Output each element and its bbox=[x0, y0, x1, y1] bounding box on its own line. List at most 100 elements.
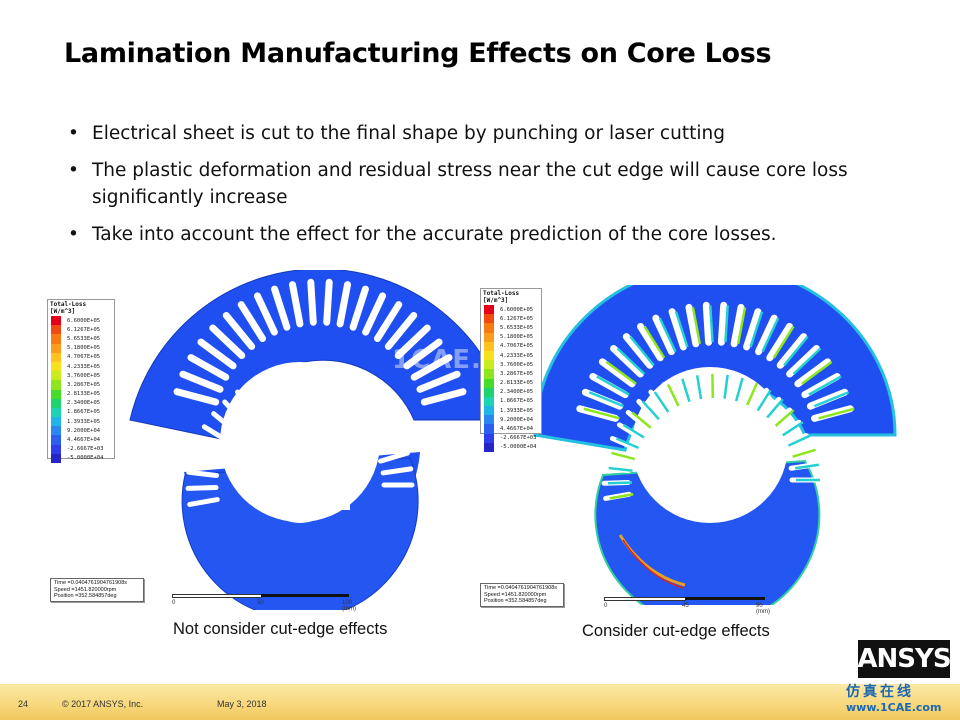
legend-value: -5.0000E+04 bbox=[500, 444, 537, 451]
legend-value: 4.4667E+04 bbox=[500, 426, 534, 433]
slot bbox=[730, 303, 745, 348]
legend-swatch bbox=[484, 415, 494, 425]
slot-edge bbox=[588, 391, 625, 408]
footer-bar bbox=[0, 684, 960, 720]
legend-row: 9.2000E+04 bbox=[481, 415, 541, 425]
slot bbox=[636, 398, 658, 422]
legend-row: 5.1800E+05 bbox=[481, 332, 541, 342]
slot-edge bbox=[801, 360, 833, 385]
legend-value: 2.3400E+05 bbox=[67, 400, 101, 407]
slot bbox=[702, 301, 713, 346]
legend-value: 6.6000E+05 bbox=[67, 317, 101, 324]
slot-edge bbox=[782, 421, 804, 437]
legend-value: 1.8667E+05 bbox=[500, 398, 534, 405]
slot bbox=[616, 422, 643, 440]
slot bbox=[380, 466, 414, 476]
slot bbox=[668, 308, 687, 351]
legend-row: 3.7600E+05 bbox=[48, 371, 114, 381]
legend-row: 4.7067E+05 bbox=[48, 352, 114, 362]
legend-value: 4.7067E+05 bbox=[67, 354, 101, 361]
slot-edge bbox=[723, 374, 729, 399]
slot-edge bbox=[615, 437, 640, 450]
slot bbox=[589, 373, 629, 399]
slot-edge bbox=[643, 325, 666, 359]
slot bbox=[360, 408, 387, 433]
slot bbox=[187, 354, 230, 381]
slot bbox=[755, 314, 778, 356]
footer-watermark-url: www.1CAE.com bbox=[846, 701, 942, 714]
slot bbox=[185, 485, 219, 491]
legend-swatch bbox=[51, 398, 61, 408]
slot bbox=[264, 375, 278, 408]
slot bbox=[362, 292, 387, 336]
slot bbox=[237, 301, 267, 343]
legend-row: 5.6533E+05 bbox=[481, 323, 541, 333]
slot bbox=[186, 469, 220, 478]
legend-row: 1.8667E+05 bbox=[48, 407, 114, 418]
slot-edge bbox=[583, 407, 620, 420]
legend-swatch bbox=[51, 426, 61, 436]
slot bbox=[598, 358, 636, 388]
slot bbox=[786, 345, 820, 378]
slot bbox=[394, 324, 431, 360]
slot-edge bbox=[772, 325, 795, 359]
right-scale-bar: 0 45 90 (mm) bbox=[604, 597, 774, 615]
right-motor-core-loss-plot bbox=[533, 285, 897, 605]
legend-swatch bbox=[51, 417, 61, 427]
slot-edge bbox=[605, 360, 637, 385]
slot-edge bbox=[808, 375, 842, 396]
slot bbox=[222, 311, 256, 350]
legend-swatch bbox=[484, 350, 494, 361]
legend-value: 3.7600E+05 bbox=[500, 361, 534, 368]
legend-value: 6.1267E+05 bbox=[500, 315, 534, 322]
left-info-box: Time =0.0404761904761908s Speed =1451.82… bbox=[50, 578, 144, 602]
legend-row: -5.0000E+04 bbox=[48, 453, 114, 463]
legend-swatch bbox=[484, 424, 494, 434]
slot bbox=[307, 278, 317, 326]
legend-row: 5.1800E+05 bbox=[48, 343, 114, 353]
slot bbox=[610, 345, 644, 378]
slot bbox=[675, 376, 688, 405]
slot bbox=[235, 389, 256, 418]
legend-swatch bbox=[484, 305, 494, 315]
legend-value: 5.6533E+05 bbox=[500, 324, 534, 331]
slot-edge bbox=[674, 311, 689, 348]
slide-title: Lamination Manufacturing Effects on Core… bbox=[64, 38, 772, 69]
slot bbox=[384, 311, 418, 350]
legend-value: 4.4667E+04 bbox=[67, 437, 101, 444]
slot-edge bbox=[709, 305, 714, 343]
slot-edge bbox=[756, 389, 772, 412]
slot bbox=[194, 438, 226, 455]
slide-date: May 3, 2018 bbox=[217, 699, 267, 709]
legend-row: 3.7600E+05 bbox=[481, 360, 541, 370]
legend-value: 6.1267E+05 bbox=[67, 326, 101, 333]
legend-value: 5.1800E+05 bbox=[67, 345, 101, 352]
slot bbox=[776, 333, 808, 369]
legend-swatch bbox=[51, 343, 61, 353]
slot bbox=[271, 285, 291, 331]
slot-edge bbox=[641, 400, 660, 421]
legend-row: 1.3933E+05 bbox=[481, 406, 541, 416]
legend-row: 4.4667E+04 bbox=[48, 435, 114, 445]
legend-swatch bbox=[51, 380, 61, 390]
rotor-slots bbox=[185, 370, 415, 507]
legend-row: 6.6000E+05 bbox=[48, 316, 114, 326]
slot bbox=[173, 388, 220, 406]
slot bbox=[410, 354, 453, 381]
legend-swatch bbox=[484, 387, 494, 397]
legend-row: 4.7067E+05 bbox=[481, 341, 541, 351]
slot bbox=[249, 381, 267, 412]
slot-edge bbox=[622, 423, 645, 439]
legend-row: 4.2333E+05 bbox=[481, 350, 541, 361]
slot bbox=[690, 372, 700, 402]
slot-edge bbox=[631, 411, 652, 429]
legend-value: 3.7600E+05 bbox=[67, 372, 101, 379]
legend-row: 9.2000E+04 bbox=[48, 426, 114, 436]
slot-edge bbox=[736, 307, 747, 345]
legend-value: 1.3933E+05 bbox=[67, 418, 101, 425]
slot-edge bbox=[616, 347, 646, 375]
slot-edge bbox=[734, 377, 744, 402]
slot-edge bbox=[774, 409, 795, 427]
slot bbox=[201, 424, 231, 444]
page-number: 24 bbox=[18, 699, 29, 709]
